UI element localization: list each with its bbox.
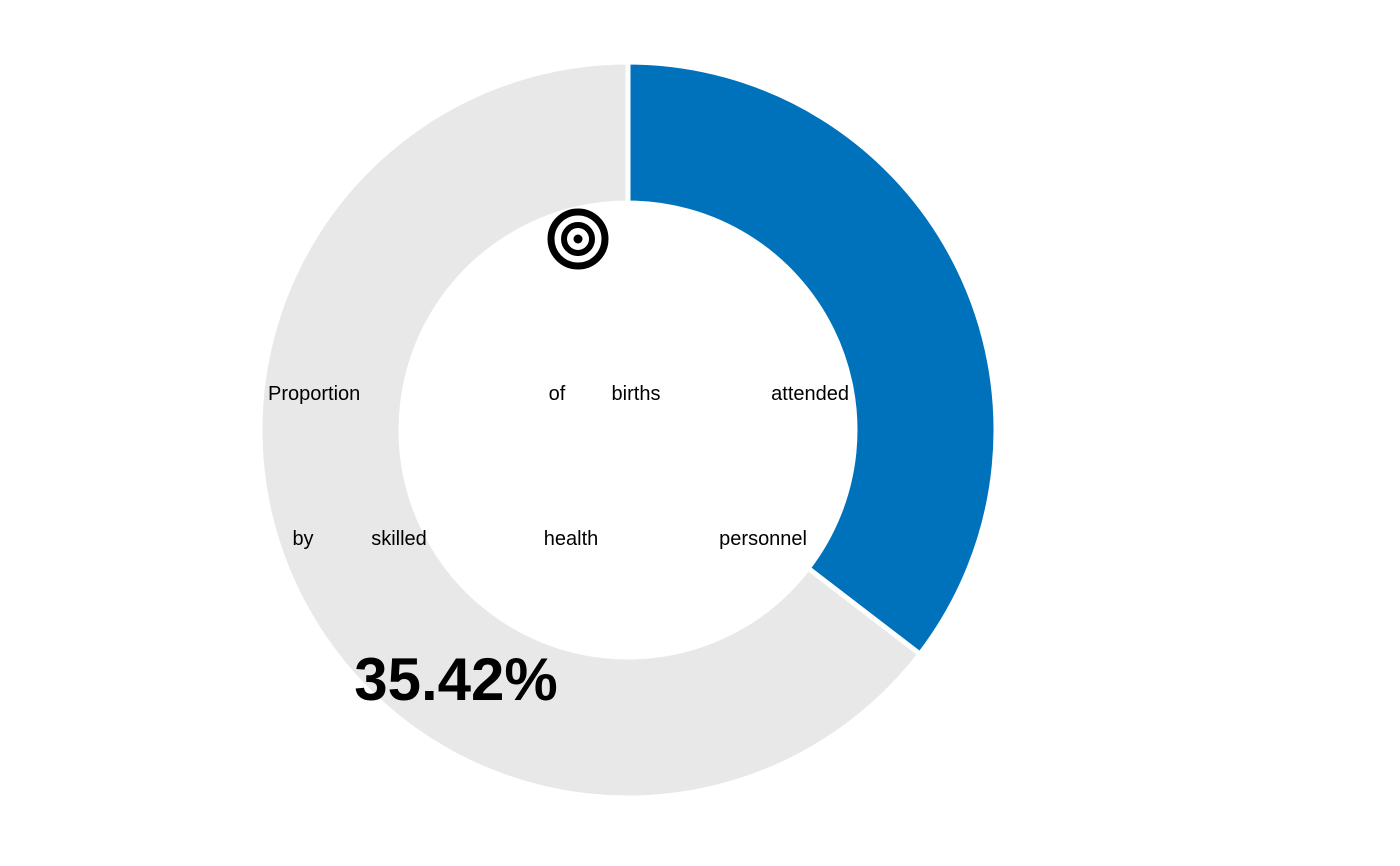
center-label-word: skilled (371, 528, 427, 550)
slice-value (625, 59, 999, 658)
donut-slices (257, 59, 999, 801)
center-label-word: births (612, 383, 661, 405)
slice-remainder (257, 59, 924, 801)
center-label-word: personnel (719, 528, 807, 550)
center-label-word: attended (771, 383, 849, 405)
value-label: 35.42% (354, 646, 558, 713)
center-label-word: health (544, 528, 599, 550)
center-label: Proportion of births attended by skilled healt… (268, 383, 849, 550)
center-label-word: Proportion (268, 383, 360, 405)
center-label-word: by (292, 528, 313, 550)
center-label-word: of (549, 383, 566, 405)
target-icon (547, 208, 609, 270)
